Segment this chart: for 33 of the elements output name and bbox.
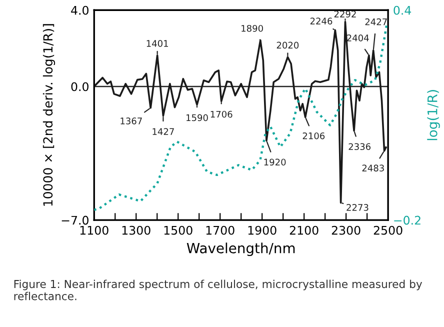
y-axis-title: 10000 × [2nd deriv. log(1/R)] (42, 24, 56, 206)
caption: Figure 1: Near-infrared spectrum of cellulose, microcrystalline measured by reflectance. (14, 280, 422, 300)
x-tick-label: 1500 (164, 226, 192, 235)
x-tick-label: 1900 (248, 226, 276, 235)
x-axis-title: Wavelength/nm (186, 242, 295, 256)
annotation: 2336 (348, 143, 371, 150)
annotation: 1427 (152, 128, 174, 135)
annotation: 1590 (186, 114, 208, 122)
annotation: 2404 (347, 34, 369, 42)
annotation: 1920 (264, 158, 286, 166)
y-tick-label: −7.0 (62, 216, 88, 225)
x-tick-label: 1700 (206, 226, 234, 235)
x-tick-label: 2500 (374, 226, 402, 235)
y-tick-label: 4.0 (71, 6, 88, 15)
y2-axis-title: log(1/R) (427, 90, 440, 140)
y-tick-label: 0.0 (71, 82, 88, 92)
x-tick-label: 1300 (122, 226, 150, 235)
x-tick-label: 2100 (290, 226, 318, 235)
annotation: 2483 (362, 164, 384, 172)
annotation: 2292 (334, 10, 356, 18)
annotation: 2246 (310, 18, 332, 24)
annotation: 2020 (276, 42, 299, 49)
annotation: 1401 (146, 40, 168, 47)
x-tick-label: 1100 (80, 226, 108, 235)
annotation: 2106 (302, 132, 325, 140)
annotation: 2427 (365, 18, 387, 26)
annotation: 2273 (346, 204, 368, 211)
annotation: 1706 (210, 110, 232, 118)
annotation: 1890 (242, 24, 263, 32)
y2-tick-label: −0.2 (394, 216, 420, 225)
x-tick-label: 2300 (332, 226, 360, 235)
annotation: 1367 (120, 118, 142, 124)
y2-tick-label: 0.4 (394, 6, 412, 15)
